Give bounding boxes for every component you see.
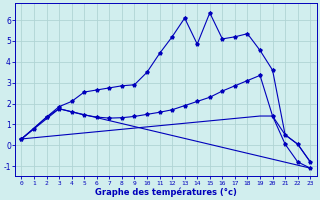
X-axis label: Graphe des températures (°c): Graphe des températures (°c) bbox=[95, 187, 237, 197]
